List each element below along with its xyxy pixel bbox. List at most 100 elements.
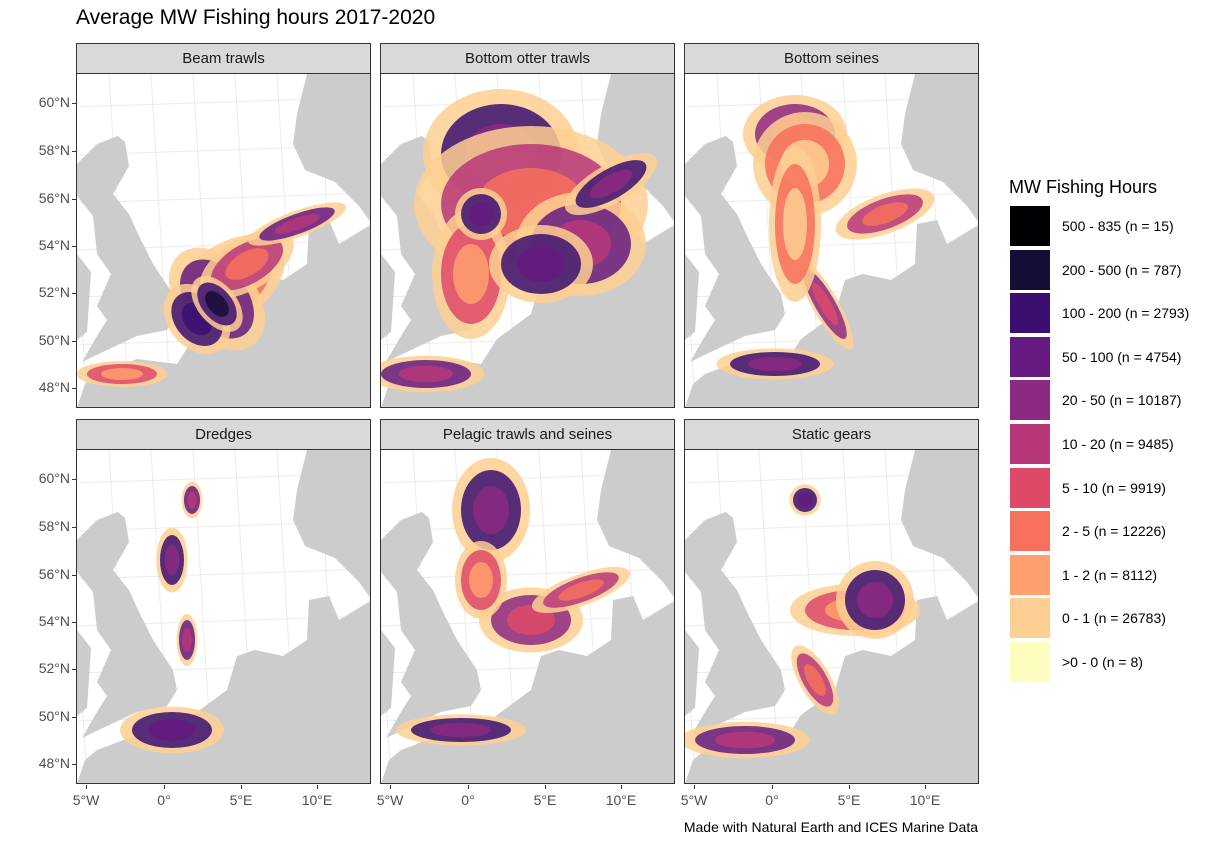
land <box>685 136 785 362</box>
legend-swatch <box>1010 511 1050 552</box>
map <box>685 450 978 783</box>
legend-swatch <box>1010 424 1050 464</box>
y-tick-label: 48°N <box>38 755 70 771</box>
fishing-effort-area <box>469 562 493 598</box>
y-tick-label: 56°N <box>38 566 70 582</box>
land <box>77 136 177 362</box>
facet-strip-label: Beam trawls <box>76 43 371 74</box>
fishing-effort-area <box>469 202 493 226</box>
legend-label: >0 - 0 (n = 8) <box>1062 654 1143 670</box>
land <box>77 596 370 783</box>
graticule-line <box>77 232 88 407</box>
x-tick-label: 5°E <box>229 792 253 808</box>
legend-title: MW Fishing Hours <box>1009 177 1158 197</box>
x-tick-label: 5°E <box>837 792 861 808</box>
fishing-effort-area <box>558 579 604 601</box>
y-tick <box>72 575 76 576</box>
x-tick <box>545 785 546 789</box>
x-tick <box>241 785 242 789</box>
y-tick-label: 54°N <box>38 613 70 629</box>
facet-strip-label: Static gears <box>684 419 979 450</box>
land <box>685 220 978 407</box>
y-tick-label: 48°N <box>38 379 70 395</box>
fishing-effort-area <box>225 248 269 280</box>
fishing-effort-area <box>205 291 229 317</box>
graticule-line <box>77 192 370 204</box>
fishing-effort-area <box>187 491 197 509</box>
land <box>293 74 370 222</box>
legend-label: 100 - 200 (n = 2793) <box>1062 305 1190 322</box>
land <box>293 450 370 598</box>
legend-swatch <box>1010 554 1050 595</box>
x-tick-label: 0° <box>157 792 171 808</box>
y-tick <box>72 199 76 200</box>
facet-strip-label: Dredges <box>76 419 371 450</box>
y-tick-label: 52°N <box>38 284 70 300</box>
x-tick-label: 10°E <box>301 792 333 808</box>
x-tick <box>390 785 391 789</box>
map <box>381 74 674 407</box>
land <box>77 254 91 340</box>
x-tick-label: 5°W <box>680 792 708 808</box>
x-tick <box>164 785 165 789</box>
y-tick <box>72 103 76 104</box>
legend-swatch <box>1010 336 1050 377</box>
x-tick-label: 10°E <box>909 792 941 808</box>
land <box>77 630 91 716</box>
facet-panel: Bottom otter trawls <box>380 43 675 408</box>
fishing-effort-area <box>274 214 320 234</box>
x-tick-label: 5°W <box>376 792 404 808</box>
facet-panel: Static gears <box>684 419 979 784</box>
land <box>77 512 177 738</box>
y-tick <box>72 151 76 152</box>
legend-swatch <box>1010 598 1050 639</box>
fishing-effort-area <box>431 722 491 738</box>
y-tick <box>72 764 76 765</box>
legend-swatch <box>1010 642 1050 682</box>
y-tick <box>72 669 76 670</box>
map-plot <box>380 450 675 784</box>
facet-strip-label: Bottom otter trawls <box>380 43 675 74</box>
y-tick-label: 52°N <box>38 660 70 676</box>
legend-label: 2 - 5 (n = 12226) <box>1062 523 1166 540</box>
y-tick <box>72 388 76 389</box>
x-tick <box>925 785 926 789</box>
legend-label: 0 - 1 (n = 26783) <box>1062 610 1166 627</box>
map-plot <box>684 450 979 784</box>
x-tick-label: 10°E <box>605 792 637 808</box>
land <box>381 630 395 716</box>
x-tick-label: 5°E <box>533 792 557 808</box>
map <box>685 74 978 407</box>
map-plot <box>76 74 371 408</box>
legend-swatch <box>1010 293 1050 334</box>
fishing-effort-area <box>101 368 143 380</box>
graticule-line <box>77 568 370 580</box>
legend-swatch <box>1010 206 1050 246</box>
legend-label: 20 - 50 (n = 10187) <box>1062 392 1182 409</box>
facet-strip-label: Pelagic trawls and seines <box>380 419 675 450</box>
land <box>597 74 674 222</box>
graticule-line <box>381 232 392 407</box>
legend-label: 10 - 20 (n = 9485) <box>1062 436 1174 452</box>
graticule-line <box>150 74 172 407</box>
x-tick-label: 0° <box>765 792 779 808</box>
y-tick <box>72 622 76 623</box>
map <box>77 74 370 407</box>
fishing-effort-area <box>148 719 196 741</box>
graticule-line <box>685 232 696 407</box>
land <box>685 596 978 783</box>
figure-title: Average MW Fishing hours 2017-2020 <box>76 6 436 29</box>
y-tick-label: 60°N <box>38 94 70 110</box>
land <box>381 512 481 738</box>
legend-swatch <box>1010 380 1050 421</box>
legend-swatch <box>1010 249 1050 290</box>
legend-label: 50 - 100 (n = 4754) <box>1062 348 1182 365</box>
fishing-effort-area <box>473 486 509 534</box>
y-tick <box>72 527 76 528</box>
x-tick <box>694 785 695 789</box>
facet-panel: Beam trawls <box>76 43 371 408</box>
fishing-effort-area <box>517 246 565 282</box>
x-tick-label: 0° <box>461 792 475 808</box>
land <box>381 220 674 407</box>
land <box>901 450 978 598</box>
